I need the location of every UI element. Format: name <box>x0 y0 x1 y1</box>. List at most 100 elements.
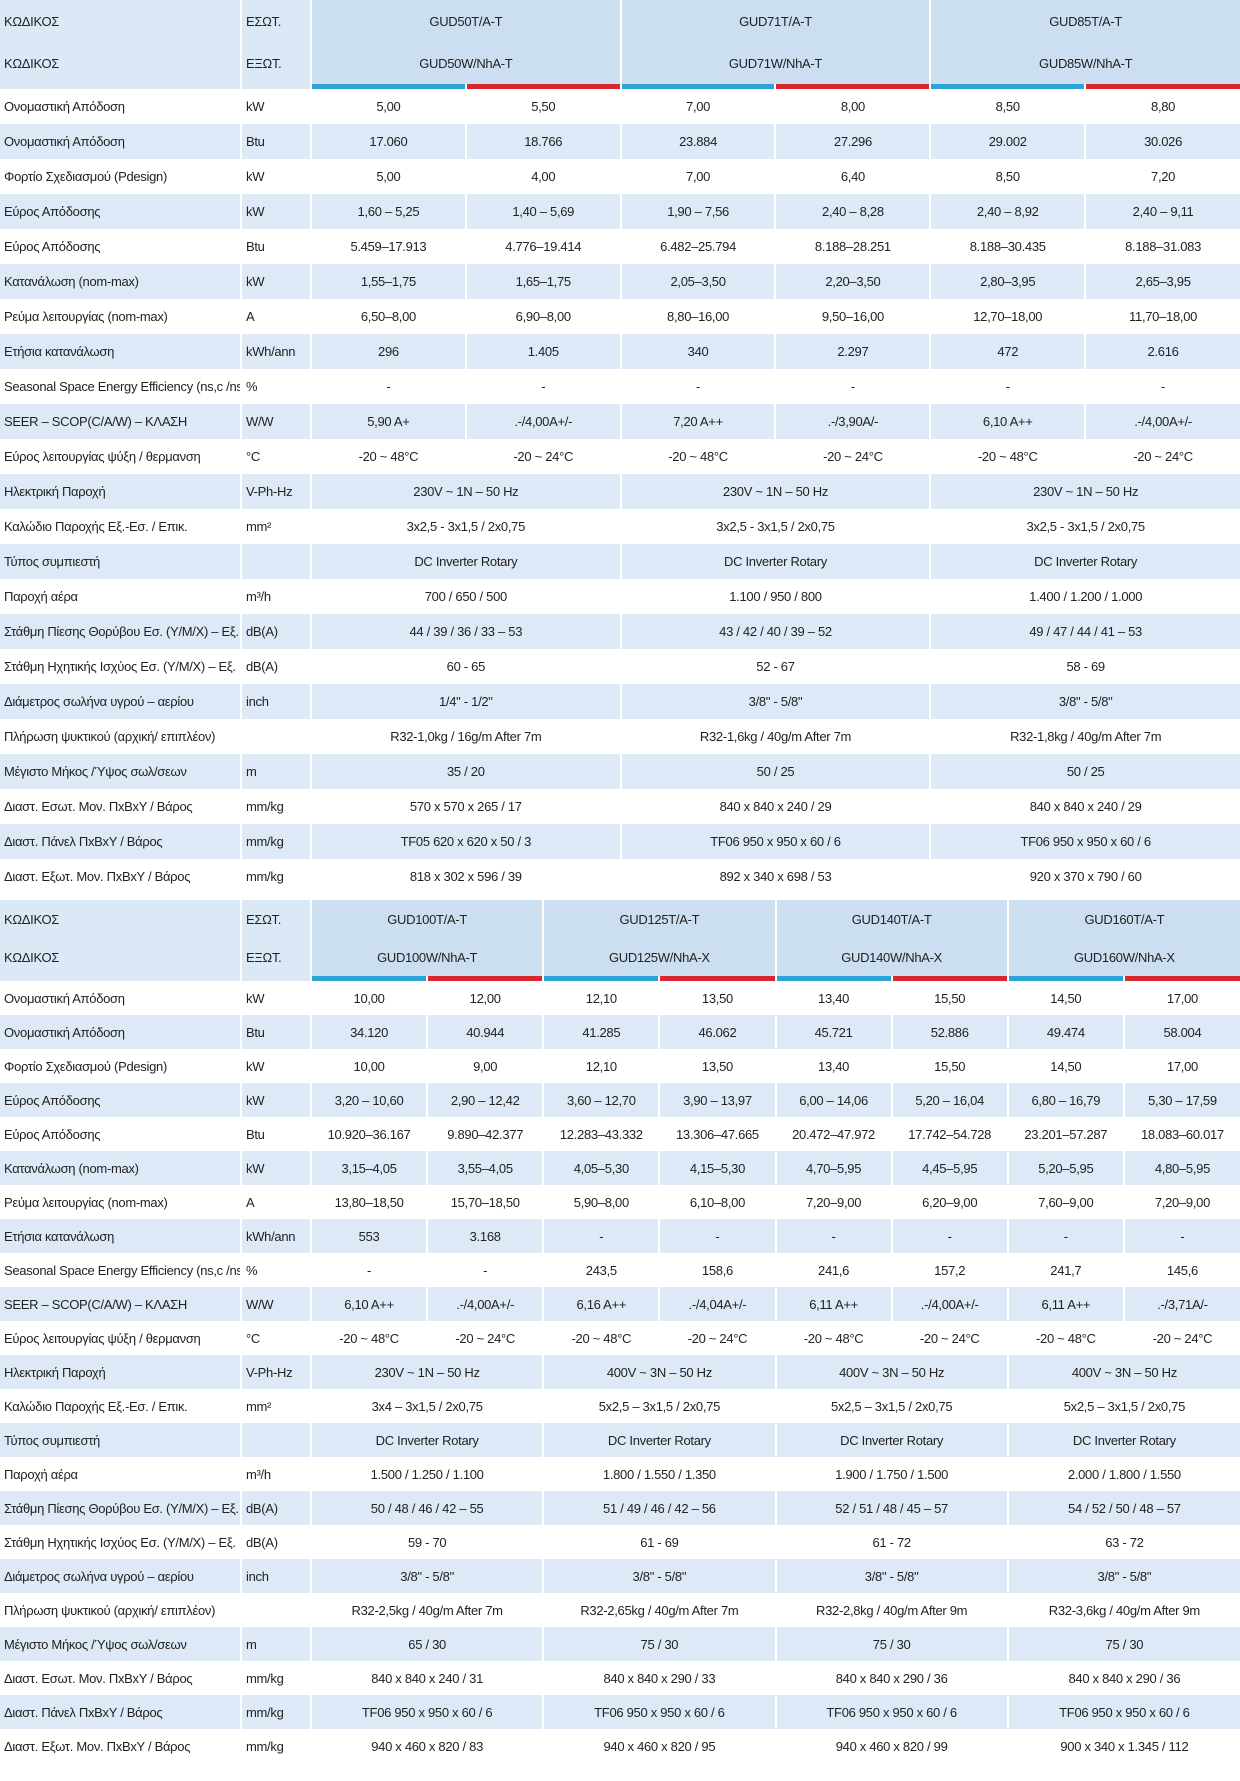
color-bar-spacer <box>0 84 241 89</box>
spec-value: 4,45–5,95 <box>890 1151 1008 1185</box>
spec-unit: dB(A) <box>240 1525 311 1559</box>
spec-value: DC Inverter Rotary <box>309 1423 544 1457</box>
spec-value: -20 ~ 48°C <box>929 439 1086 474</box>
cooling-bar <box>774 976 892 981</box>
spec-value: 3,55–4,05 <box>426 1151 544 1185</box>
spec-value: 2,40 – 8,28 <box>774 194 931 229</box>
spec-value: 65 / 30 <box>309 1627 544 1661</box>
spec-value: 75 / 30 <box>774 1627 1008 1661</box>
spec-value: 11,70–18,00 <box>1084 299 1240 334</box>
spec-value: 9.890–42.377 <box>426 1117 544 1151</box>
spec-value: 840 x 840 x 290 / 36 <box>774 1661 1008 1695</box>
spec-value: DC Inverter Rotary <box>310 544 621 579</box>
spec-value: 8.188–28.251 <box>774 229 931 264</box>
spec-value: -20 ~ 24°C <box>426 1321 544 1355</box>
header-unit: ΕΣΩΤ. <box>240 0 311 42</box>
spec-unit: mm/kg <box>240 1695 311 1729</box>
spec-unit: mm/kg <box>240 1661 311 1695</box>
spec-unit: V-Ph-Hz <box>240 1355 311 1389</box>
spec-value: 2,80–3,95 <box>929 264 1086 299</box>
spec-value: .-/4,00A+/- <box>464 404 621 439</box>
spec-value: 3x2,5 - 3x1,5 / 2x0,75 <box>310 509 621 544</box>
spec-value: -20 ~ 48°C <box>774 1321 892 1355</box>
spec-value: 23.884 <box>619 124 776 159</box>
spec-value: 3/8" - 5/8" <box>1006 1559 1240 1593</box>
spec-value: 41.285 <box>542 1015 660 1049</box>
spec-value: TF05 620 x 620 x 50 / 3 <box>310 824 621 859</box>
spec-value: 7,20 A++ <box>619 404 776 439</box>
spec-value: 51 / 49 / 46 / 42 – 56 <box>542 1491 776 1525</box>
spec-unit: kW <box>240 981 311 1015</box>
spec-row: Διαστ. Εσωτ. Μον. ΠxΒxΥ / Βάρος mm/kg 840 … <box>0 1661 1240 1695</box>
spec-value: DC Inverter Rotary <box>774 1423 1008 1457</box>
spec-label: Διαστ. Πάνελ ΠxΒxΥ / Βάρος <box>0 1695 241 1729</box>
spec-value: 6,11 A++ <box>1006 1287 1124 1321</box>
header-label: ΚΩΔΙΚΟΣ <box>0 938 241 976</box>
spec-label: Στάθμη Ηχητικής Ισχύος Εσ. (Υ/Μ/Χ) – Εξ. <box>0 649 241 684</box>
spec-value: 54 / 52 / 50 / 48 – 57 <box>1006 1491 1240 1525</box>
spec-value: 75 / 30 <box>1006 1627 1240 1661</box>
spec-value: 7,60–9,00 <box>1006 1185 1124 1219</box>
spec-value: 18.766 <box>464 124 621 159</box>
spec-value: 3x2,5 - 3x1,5 / 2x0,75 <box>619 509 931 544</box>
spec-unit: m³/h <box>240 1457 311 1491</box>
spec-unit: W/W <box>240 1287 311 1321</box>
spec-value: 1.900 / 1.750 / 1.500 <box>774 1457 1008 1491</box>
color-bar-spacer <box>240 84 311 89</box>
spec-value: 63 - 72 <box>1006 1525 1240 1559</box>
spec-label: Καλώδιο Παροχής Εξ.-Εσ. / Επικ. <box>0 1389 241 1423</box>
spec-value: 10.920–36.167 <box>309 1117 428 1151</box>
spec-value: 940 x 460 x 820 / 99 <box>774 1729 1008 1763</box>
spec-value: 5,00 <box>310 159 466 194</box>
header-label: ΚΩΔΙΚΟΣ <box>0 42 241 84</box>
spec-value: 6,20–9,00 <box>890 1185 1008 1219</box>
spec-value: R32-1,8kg / 40g/m After 7m <box>929 719 1240 754</box>
spec-value: DC Inverter Rotary <box>542 1423 776 1457</box>
model-code: GUD100T/A-T <box>309 900 544 938</box>
table-body: Ονομαστική Απόδοση kW 10,00 12,00 12,10 13,50… <box>0 981 1240 1763</box>
model-code: GUD160T/A-T <box>1006 900 1240 938</box>
spec-value: TF06 950 x 950 x 60 / 6 <box>619 824 931 859</box>
spec-value: 52 - 67 <box>619 649 931 684</box>
spec-value: -20 ~ 48°C <box>310 439 466 474</box>
spec-value: 4,70–5,95 <box>774 1151 892 1185</box>
spec-value: 9,00 <box>426 1049 544 1083</box>
spec-label: Κατανάλωση (nom-max) <box>0 264 241 299</box>
spec-value: 15,70–18,50 <box>426 1185 544 1219</box>
spec-unit: mm/kg <box>240 1729 311 1763</box>
spec-value: 1,65–1,75 <box>464 264 621 299</box>
model-code: GUD140T/A-T <box>774 900 1008 938</box>
spec-value: 14,50 <box>1006 1049 1124 1083</box>
spec-row: Στάθμη Ηχητικής Ισχύος Εσ. (Υ/Μ/Χ) – Εξ.… <box>0 1525 1240 1559</box>
spec-unit: % <box>240 1253 311 1287</box>
spec-row: Διαστ. Εξωτ. Μον. ΠxΒxΥ / Βάρος mm/kg 818 … <box>0 859 1240 894</box>
spec-value: -20 ~ 24°C <box>1084 439 1240 474</box>
spec-value: 3,20 – 10,60 <box>309 1083 428 1117</box>
spec-value: TF06 950 x 950 x 60 / 6 <box>542 1695 776 1729</box>
spec-value: 5,90 A+ <box>310 404 466 439</box>
spec-label: Μέγιστο Μήκος /Ύψος σωλ/σεων <box>0 754 241 789</box>
spec-unit: Btu <box>240 124 311 159</box>
cooling-bar <box>542 976 660 981</box>
spec-value: 13,50 <box>658 1049 776 1083</box>
cooling-bar <box>929 84 1086 89</box>
spec-label: Πλήρωση ψυκτικού (αρχική/ επιπλέον) <box>0 719 241 754</box>
spec-unit: % <box>240 369 311 404</box>
spec-unit: kW <box>240 1049 311 1083</box>
spec-value: 900 x 340 x 1.345 / 112 <box>1006 1729 1240 1763</box>
spec-value: 6.482–25.794 <box>619 229 776 264</box>
spec-value: 61 - 69 <box>542 1525 776 1559</box>
spec-unit: V-Ph-Hz <box>240 474 311 509</box>
spec-label: Ετήσια κατανάλωση <box>0 1219 241 1253</box>
spec-value: 5x2,5 – 3x1,5 / 2x0,75 <box>542 1389 776 1423</box>
spec-value: 1,90 – 7,56 <box>619 194 776 229</box>
spec-value: 1.405 <box>464 334 621 369</box>
spec-value: 6,80 – 16,79 <box>1006 1083 1124 1117</box>
header-unit: ΕΣΩΤ. <box>240 900 311 938</box>
spec-value: R32-2,8kg / 40g/m After 9m <box>774 1593 1008 1627</box>
color-bar-spacer <box>240 976 311 981</box>
spec-value: 230V ~ 1N – 50 Hz <box>310 474 621 509</box>
spec-value: TF06 950 x 950 x 60 / 6 <box>774 1695 1008 1729</box>
spec-unit: Btu <box>240 229 311 264</box>
